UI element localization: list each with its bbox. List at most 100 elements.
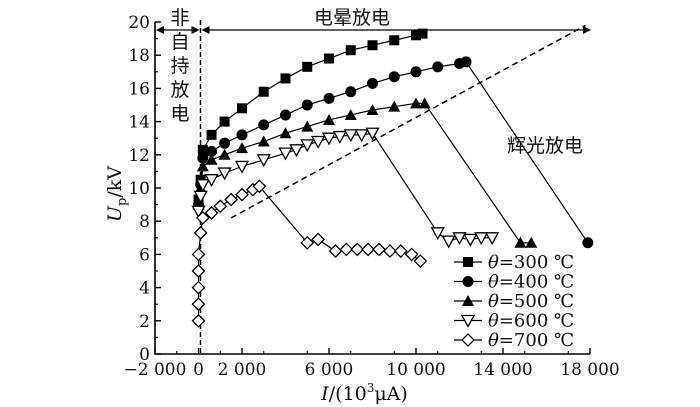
data-point — [367, 40, 378, 51]
transition-line — [371, 132, 439, 234]
arrowhead-left-icon — [156, 26, 164, 34]
x-tick-label: 0 — [193, 360, 204, 380]
data-point — [213, 199, 228, 214]
transition-line — [258, 185, 308, 244]
y-tick-label: 10 — [128, 179, 150, 199]
data-point — [197, 152, 209, 164]
x-axis-label: I/(103μA) — [320, 381, 408, 405]
legend-label: θ=500 ℃ — [488, 291, 574, 312]
data-point — [236, 142, 248, 154]
data-point — [204, 174, 219, 188]
data-point — [193, 225, 208, 240]
x-tick-label: 10 000 — [386, 360, 445, 380]
legend-marker — [462, 295, 474, 306]
data-point — [418, 97, 431, 109]
data-point — [191, 280, 206, 295]
data-point — [219, 137, 231, 149]
data-point — [235, 187, 249, 202]
data-point — [410, 66, 422, 78]
data-point — [389, 35, 400, 46]
legend-marker — [460, 314, 476, 328]
data-point — [206, 129, 217, 140]
data-point — [410, 97, 422, 109]
x-tick-label: 2 000 — [218, 360, 267, 380]
data-point — [328, 244, 343, 258]
x-tick-label: 6 000 — [305, 360, 354, 380]
data-point — [417, 28, 428, 39]
data-point — [234, 160, 250, 174]
y-tick-label: 0 — [139, 345, 150, 365]
data-point — [323, 92, 335, 104]
data-point — [323, 113, 335, 125]
data-point — [372, 242, 386, 257]
data-point — [237, 103, 247, 114]
data-point — [195, 179, 210, 193]
data-point — [193, 190, 208, 204]
data-point — [525, 236, 538, 248]
data-point — [289, 144, 304, 158]
data-point — [452, 232, 467, 246]
data-point — [430, 227, 445, 241]
transition-line — [424, 103, 521, 244]
data-point — [514, 236, 527, 248]
legend-marker — [462, 276, 474, 287]
data-point — [301, 120, 314, 132]
data-point — [474, 232, 489, 246]
data-point — [197, 144, 208, 155]
glow-label: 辉光放电 — [507, 135, 583, 157]
data-point — [441, 235, 456, 249]
data-point — [343, 129, 358, 143]
data-point — [324, 53, 334, 64]
data-point — [191, 313, 206, 328]
data-point — [300, 235, 315, 250]
data-point — [388, 100, 401, 112]
data-point — [393, 244, 408, 258]
series-line — [197, 102, 425, 205]
data-point — [258, 86, 269, 97]
transition-line — [465, 61, 589, 244]
y-tick-label: 16 — [128, 79, 150, 99]
data-point — [196, 160, 209, 172]
data-point — [191, 205, 206, 219]
data-point — [257, 135, 270, 147]
data-point — [485, 232, 500, 246]
non-self-sustained-label: 非 — [170, 7, 189, 29]
data-point — [280, 109, 291, 121]
data-point — [191, 264, 206, 278]
data-point — [206, 145, 218, 157]
data-point — [382, 244, 397, 258]
legend-label: θ=400 ℃ — [488, 272, 574, 293]
legend-marker — [463, 257, 473, 267]
legend-label: θ=600 ℃ — [488, 311, 574, 332]
non-self-sustained-label: 自 — [170, 31, 189, 53]
data-point — [332, 130, 347, 144]
data-point — [460, 56, 472, 68]
data-point — [350, 242, 365, 257]
data-point — [345, 86, 357, 98]
series-line — [197, 185, 260, 321]
y-tick-label: 14 — [128, 113, 150, 133]
data-point — [345, 45, 356, 56]
legend-label: θ=700 ℃ — [488, 330, 574, 351]
legend-marker — [461, 333, 475, 347]
series-4 — [191, 179, 428, 328]
arrowhead-left-icon — [201, 26, 210, 34]
x-tick-label: 14 000 — [473, 360, 532, 380]
non-self-sustained-label: 电 — [170, 103, 189, 125]
data-point — [301, 99, 313, 111]
data-point — [366, 103, 379, 115]
y-tick-label: 20 — [128, 13, 150, 33]
non-self-sustained-label: 放 — [170, 79, 189, 101]
y-tick-label: 8 — [139, 212, 150, 232]
data-point — [361, 242, 376, 257]
data-point — [344, 108, 357, 120]
x-tick-label: −2 000 — [124, 360, 187, 380]
data-point — [278, 147, 293, 161]
y-tick-label: 12 — [128, 146, 150, 166]
glow-boundary-line — [230, 24, 587, 219]
non-self-sustained-label: 持 — [170, 55, 189, 77]
series-3 — [191, 127, 500, 249]
